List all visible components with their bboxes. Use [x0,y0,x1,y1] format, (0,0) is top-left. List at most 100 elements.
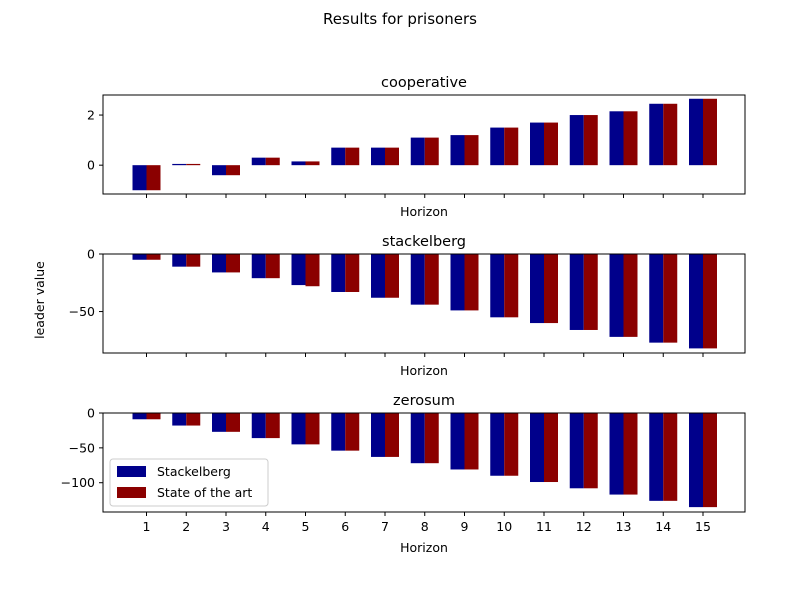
bar-state-of-the-art-12 [583,254,598,330]
bar-stackelberg-8 [410,413,425,464]
bar-stackelberg-1 [132,254,147,260]
bar-state-of-the-art-15 [703,98,717,166]
bar-state-of-the-art-15 [703,254,717,349]
bar-stackelberg-5 [291,161,306,166]
x-axis-label: Horizon [400,363,448,378]
bar-state-of-the-art-4 [265,254,280,279]
bar-state-of-the-art-11 [544,254,558,324]
legend: Stackelberg State of the art [109,458,269,507]
axes-frame [102,412,746,513]
bar-state-of-the-art-7 [385,413,399,457]
bar-state-of-the-art-8 [424,254,439,305]
bar-state-of-the-art-1 [146,165,161,191]
bar-stackelberg-6 [331,413,346,451]
x-tick-label: 2 [182,519,190,534]
x-tick-label: 4 [262,519,270,534]
x-tick-label: 13 [616,519,632,534]
legend-swatch-state-of-the-art [117,487,146,498]
bar-stackelberg-2 [172,413,187,426]
bar-stackelberg-11 [530,122,544,166]
bar-state-of-the-art-3 [226,413,240,432]
bar-stackelberg-15 [689,413,703,508]
bar-state-of-the-art-13 [623,254,638,337]
bar-state-of-the-art-13 [623,111,638,166]
bar-state-of-the-art-9 [464,135,479,166]
bar-state-of-the-art-2 [186,254,201,267]
bar-state-of-the-art-9 [464,413,479,470]
bar-stackelberg-11 [530,254,544,324]
subplot-stackelberg: stackelberg 0 −50 Horizon [69,234,746,378]
y-tick-label: 0 [87,158,95,173]
y-tick-label: −50 [69,304,95,319]
legend-label-stackelberg: Stackelberg [157,464,231,479]
bar-stackelberg-10 [490,254,505,318]
bar-stackelberg-9 [450,135,465,166]
y-tick-label: 0 [87,406,95,421]
bar-stackelberg-13 [609,413,624,495]
bar-state-of-the-art-8 [424,137,439,166]
bar-state-of-the-art-2 [186,413,201,426]
bar-state-of-the-art-14 [663,413,678,501]
bar-state-of-the-art-7 [385,254,399,298]
bar-stackelberg-12 [569,413,584,489]
bar-stackelberg-13 [609,111,624,166]
x-tick-label: 9 [461,519,469,534]
bar-state-of-the-art-14 [663,103,678,166]
bar-stackelberg-14 [649,413,664,501]
bar-state-of-the-art-5 [305,254,320,287]
bar-stackelberg-3 [212,254,226,273]
bar-state-of-the-art-2 [186,163,201,166]
x-tick-label: 5 [302,519,310,534]
bar-state-of-the-art-10 [504,254,519,318]
bar-stackelberg-7 [371,147,385,166]
bar-state-of-the-art-6 [345,413,360,451]
x-tick-label: 7 [381,519,389,534]
bar-stackelberg-3 [212,165,226,176]
y-tick-label: −50 [69,440,95,455]
bar-state-of-the-art-10 [504,413,519,476]
bar-stackelberg-6 [331,147,346,166]
bar-stackelberg-4 [251,413,266,439]
bar-state-of-the-art-11 [544,413,558,483]
bar-stackelberg-1 [132,165,147,191]
bar-stackelberg-11 [530,413,544,483]
bar-stackelberg-1 [132,413,147,420]
bar-stackelberg-9 [450,254,465,311]
bar-state-of-the-art-6 [345,147,360,166]
figure-title: Results for prisoners [323,10,477,28]
x-tick-label: 12 [576,519,592,534]
bar-state-of-the-art-1 [146,413,161,420]
bar-state-of-the-art-4 [265,413,280,439]
legend-box [109,458,269,507]
bar-state-of-the-art-14 [663,254,678,343]
subplot-title: zerosum [393,393,455,409]
bar-state-of-the-art-13 [623,413,638,495]
bar-stackelberg-10 [490,413,505,476]
bar-stackelberg-8 [410,137,425,166]
x-axis-label: Horizon [400,540,448,555]
axes-frame [102,253,746,354]
shared-y-axis-label: leader value [32,261,47,339]
bar-state-of-the-art-11 [544,122,558,166]
legend-label-state-of-the-art: State of the art [157,485,252,500]
bar-stackelberg-7 [371,254,385,298]
y-tick-label: 0 [87,247,95,262]
bar-stackelberg-2 [172,254,187,267]
y-tick-label: −100 [61,475,95,490]
bar-stackelberg-6 [331,254,346,292]
x-tick-label: 3 [222,519,230,534]
bar-stackelberg-12 [569,115,584,166]
x-tick-label: 14 [655,519,671,534]
bar-state-of-the-art-5 [305,161,320,166]
bar-stackelberg-7 [371,413,385,457]
bar-state-of-the-art-7 [385,147,399,166]
bar-state-of-the-art-8 [424,413,439,464]
bar-state-of-the-art-12 [583,413,598,489]
bar-state-of-the-art-6 [345,254,360,292]
subplot-title: cooperative [381,75,467,91]
subplot-cooperative: cooperative 0 2 Horizon [87,75,746,219]
bar-state-of-the-art-4 [265,157,280,166]
bar-stackelberg-3 [212,413,226,432]
